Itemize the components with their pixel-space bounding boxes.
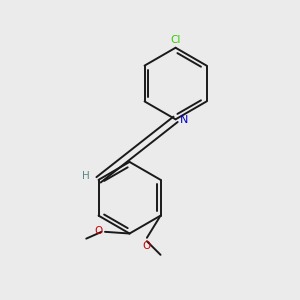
Text: Cl: Cl: [170, 35, 181, 45]
Text: H: H: [82, 171, 89, 181]
Text: N: N: [180, 115, 188, 125]
Text: O: O: [95, 226, 103, 236]
Text: O: O: [142, 241, 150, 250]
